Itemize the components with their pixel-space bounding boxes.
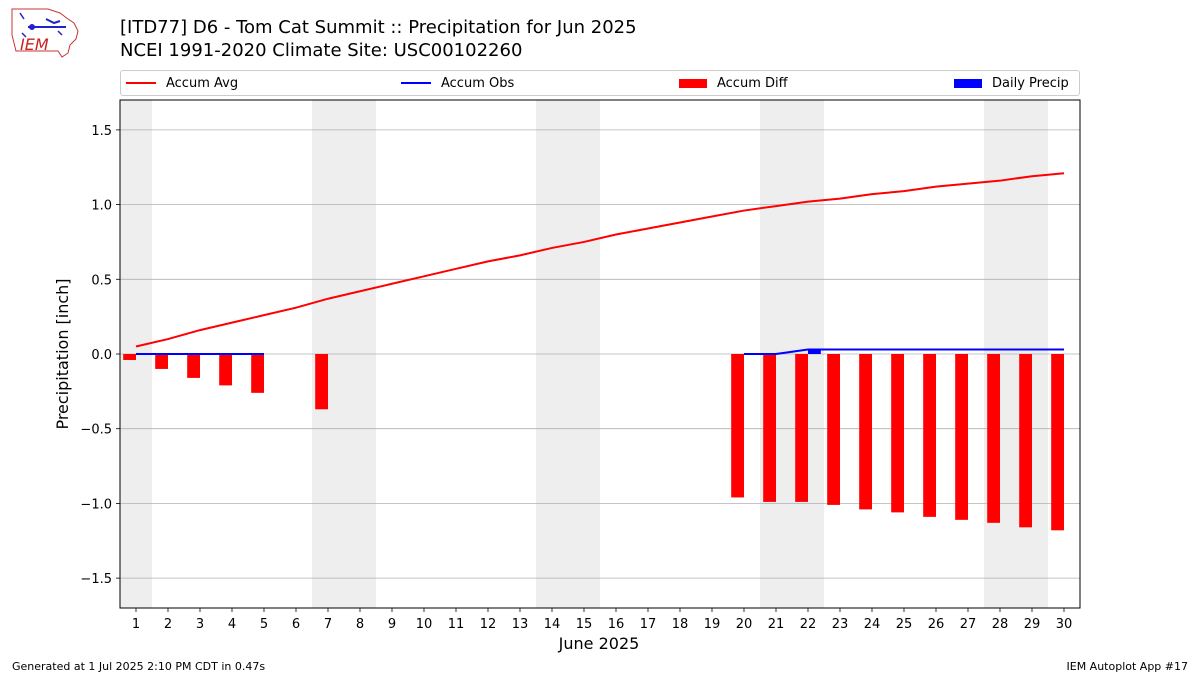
x-tick-label: 24 <box>864 617 881 632</box>
legend-swatch-accum-avg <box>126 82 156 84</box>
y-tick-label: 0.5 <box>91 273 112 288</box>
y-tick-label: −1.0 <box>80 497 112 512</box>
y-axis-label: Precipitation [inch] <box>53 278 72 429</box>
daily-precip-bar <box>808 349 821 354</box>
legend-item-accum-diff: Accum Diff <box>679 71 788 95</box>
x-tick-label: 28 <box>992 617 1009 632</box>
x-tick-label: 25 <box>896 617 913 632</box>
x-tick-label: 3 <box>196 617 204 632</box>
diff-bar <box>187 354 200 378</box>
x-tick-label: 17 <box>640 617 657 632</box>
y-axis: −1.5 −1.0 −0.5 0.0 0.5 1.0 1.5 <box>80 124 120 587</box>
legend-swatch-daily-precip <box>954 78 982 88</box>
diff-bar <box>219 354 232 386</box>
x-tick-label: 30 <box>1056 617 1073 632</box>
x-tick-label: 9 <box>388 617 396 632</box>
diff-bar <box>155 354 168 369</box>
bar-series <box>123 349 1064 531</box>
y-tick-label: −0.5 <box>80 423 112 438</box>
diff-bar <box>859 354 872 510</box>
x-tick-label: 19 <box>704 617 721 632</box>
y-tick-label: 1.0 <box>91 199 112 214</box>
y-tick-label: 1.5 <box>91 124 112 139</box>
diff-bar <box>123 354 136 360</box>
diff-bar <box>891 354 904 513</box>
chart-subtitle: NCEI 1991-2020 Climate Site: USC00102260 <box>120 40 523 61</box>
x-tick-label: 29 <box>1024 617 1041 632</box>
x-axis-label: June 2025 <box>558 634 640 653</box>
legend-label: Accum Avg <box>166 75 239 91</box>
accum-obs-line <box>744 348 1064 355</box>
x-tick-label: 21 <box>768 617 785 632</box>
x-tick-label: 4 <box>228 617 236 632</box>
line-series <box>135 172 1065 355</box>
x-tick-label: 5 <box>260 617 268 632</box>
y-gridlines <box>120 129 1080 579</box>
diff-bar <box>955 354 968 520</box>
diff-bar <box>1019 354 1032 528</box>
footer-app: IEM Autoplot App #17 <box>1066 660 1189 673</box>
diff-bar <box>763 354 776 502</box>
diff-bar <box>987 354 1000 523</box>
x-tick-label: 12 <box>480 617 497 632</box>
diff-bar <box>795 354 808 502</box>
chart-title: [ITD77] D6 - Tom Cat Summit :: Precipita… <box>120 17 637 38</box>
y-tick-label: 0.0 <box>91 348 112 363</box>
diff-bar <box>923 354 936 517</box>
legend-item-daily-precip: Daily Precip <box>954 71 1069 95</box>
x-tick-label: 16 <box>608 617 625 632</box>
diff-bar <box>251 354 264 393</box>
x-tick-label: 10 <box>416 617 433 632</box>
x-tick-label: 18 <box>672 617 689 632</box>
accum-avg-line <box>135 172 1065 348</box>
x-tick-label: 7 <box>324 617 332 632</box>
footer-generated: Generated at 1 Jul 2025 2:10 PM CDT in 0… <box>12 660 266 673</box>
legend-item-accum-obs: Accum Obs <box>401 71 514 95</box>
legend-swatch-accum-obs <box>401 82 431 84</box>
y-tick-label: −1.5 <box>80 572 112 587</box>
x-tick-label: 6 <box>292 617 300 632</box>
diff-bar <box>315 354 328 410</box>
x-tick-label: 15 <box>576 617 593 632</box>
x-tick-label: 8 <box>356 617 364 632</box>
x-tick-label: 20 <box>736 617 753 632</box>
x-tick-label: 14 <box>544 617 561 632</box>
x-tick-label: 23 <box>832 617 849 632</box>
x-tick-label: 22 <box>800 617 817 632</box>
legend-swatch-accum-diff <box>679 78 707 88</box>
diff-bar <box>731 354 744 498</box>
x-tick-label: 2 <box>164 617 172 632</box>
diff-bar <box>827 354 840 505</box>
x-tick-label: 11 <box>448 617 465 632</box>
legend: Accum Avg Accum Obs Accum Diff Daily Pre… <box>120 70 1080 96</box>
x-tick-label: 13 <box>512 617 529 632</box>
x-tick-label: 27 <box>960 617 977 632</box>
logo-text: IEM <box>20 35 49 54</box>
iem-logo: IEM <box>11 8 79 58</box>
legend-label: Accum Diff <box>717 75 788 91</box>
diff-bar <box>1051 354 1064 531</box>
legend-label: Accum Obs <box>441 75 515 91</box>
x-tick-label: 1 <box>132 617 140 632</box>
legend-label: Daily Precip <box>992 75 1069 91</box>
legend-item-accum-avg: Accum Avg <box>126 71 238 95</box>
x-axis: 1 2 3 4 5 6 7 8 9 10 11 12 13 14 15 16 17 18 19 20 21 22 23 24 2… <box>132 608 1072 632</box>
x-tick-label: 26 <box>928 617 945 632</box>
